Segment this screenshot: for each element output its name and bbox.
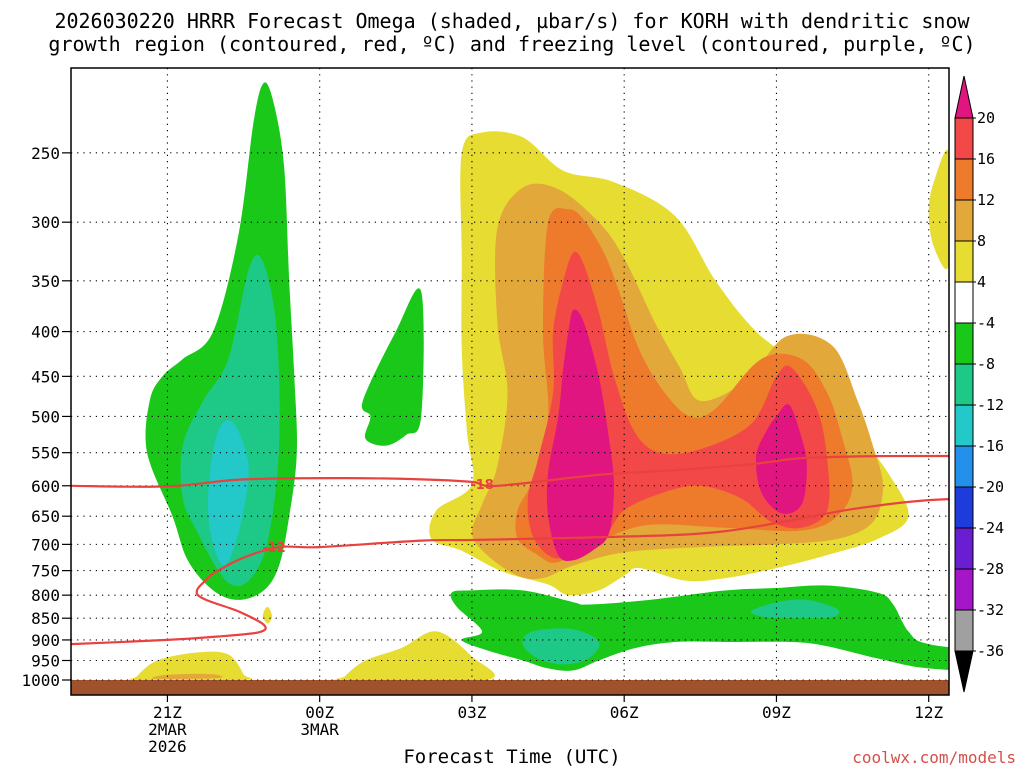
y-tick-label-250: 250 xyxy=(31,144,60,163)
colorbar-label-8: 8 xyxy=(977,232,986,250)
colorbar-label--28: -28 xyxy=(977,560,1004,578)
y-tick-label-350: 350 xyxy=(31,272,60,291)
omega-region-4-7 xyxy=(333,631,495,680)
x-tick-label-21Z-2: 2026 xyxy=(148,737,187,756)
y-tick-label-500: 500 xyxy=(31,407,60,426)
colorbar-label-20: 20 xyxy=(977,109,995,127)
y-tick-label-600: 600 xyxy=(31,477,60,496)
omega-region--8-16 xyxy=(750,599,840,619)
y-tick-label-400: 400 xyxy=(31,323,60,342)
colorbar-segment-4 xyxy=(954,281,974,324)
x-tick-label-00Z-1: 3MAR xyxy=(300,720,339,739)
chart-title-line-2: growth region (contoured, red, ºC) and f… xyxy=(48,32,976,56)
chart-title-line-1: 2026030220 HRRR Forecast Omega (shaded, … xyxy=(54,9,970,33)
colorbar-label--24: -24 xyxy=(977,519,1004,537)
x-tick-label-03Z-0: 03Z xyxy=(457,703,486,722)
colorbar-label--36: -36 xyxy=(977,642,1004,660)
colorbar-segment-1 xyxy=(954,158,974,201)
omega-colorbar: 20 16 12 8 4 -4 -8 -12 -16 -20 -24 -28 -32 -36 xyxy=(954,75,1004,693)
dendritic-isotherm-lines: -18 -12 xyxy=(71,454,949,646)
isotherm-label--18: -18 xyxy=(470,478,494,493)
x-tick-label-06Z-0: 06Z xyxy=(610,703,639,722)
gridlines xyxy=(71,68,949,681)
colorbar-label--32: -32 xyxy=(977,601,1004,619)
omega-region-8-9 xyxy=(151,673,223,680)
isotherm-label--12: -12 xyxy=(262,541,286,556)
colorbar-bottom-arrow xyxy=(954,650,974,693)
colorbar-segment-2 xyxy=(954,199,974,242)
colorbar-segment-10 xyxy=(954,527,974,570)
y-axis-ticks: 250 300 350 400 450 500 550 600 650 700 750 800 850 9… xyxy=(21,144,71,690)
plot-frame xyxy=(70,67,950,696)
omega-region-4-6 xyxy=(928,149,949,270)
omega-region-20-4 xyxy=(546,309,614,561)
y-tick-label-850: 850 xyxy=(31,609,60,628)
x-tick-label-12Z-0: 12Z xyxy=(914,703,943,722)
x-axis-label: Forecast Time (UTC) xyxy=(403,746,621,768)
y-tick-label-700: 700 xyxy=(31,535,60,554)
colorbar-label--16: -16 xyxy=(977,437,1004,455)
isotherm-line--12 xyxy=(71,497,949,646)
colorbar-segment-0 xyxy=(954,117,974,160)
colorbar-label--8: -8 xyxy=(977,355,995,373)
colorbar-label--12: -12 xyxy=(977,396,1004,414)
y-tick-label-750: 750 xyxy=(31,562,60,581)
colorbar-label-12: 12 xyxy=(977,191,995,209)
omega-region--8-17 xyxy=(522,628,600,665)
ground-surface-band xyxy=(71,680,949,695)
omega-region-4-10 xyxy=(262,606,273,624)
colorbar-label-16: 16 xyxy=(977,150,995,168)
y-tick-label-800: 800 xyxy=(31,586,60,605)
colorbar-top-arrow xyxy=(954,75,974,119)
y-tick-label-1000: 1000 xyxy=(21,671,60,690)
colorbar-label--4: -4 xyxy=(977,314,995,332)
x-tick-label-00Z-0: 00Z xyxy=(305,703,334,722)
colorbar-label--20: -20 xyxy=(977,478,1004,496)
colorbar-segment-11 xyxy=(954,568,974,611)
omega-region--8-12 xyxy=(180,254,280,587)
omega-region-4-8 xyxy=(128,651,253,680)
y-tick-label-550: 550 xyxy=(31,444,60,463)
colorbar-segment-6 xyxy=(954,363,974,406)
credit-link[interactable]: coolwx.com/models xyxy=(852,748,1016,767)
omega-region--12-13 xyxy=(207,420,249,566)
y-tick-label-950: 950 xyxy=(31,651,60,670)
y-tick-label-650: 650 xyxy=(31,507,60,526)
isotherm-line--18 xyxy=(71,454,949,488)
omega-region--4-15 xyxy=(450,585,949,671)
colorbar-segment-7 xyxy=(954,404,974,447)
y-tick-label-300: 300 xyxy=(31,213,60,232)
omega-shaded-regions xyxy=(128,82,949,680)
colorbar-segment-9 xyxy=(954,486,974,529)
colorbar-segment-5 xyxy=(954,322,974,365)
omega-region--4-14 xyxy=(361,288,424,446)
y-tick-label-450: 450 xyxy=(31,367,60,386)
colorbar-segment-3 xyxy=(954,240,974,283)
x-tick-label-21Z-1: 2MAR xyxy=(148,720,187,739)
y-tick-label-900: 900 xyxy=(31,631,60,650)
x-tick-label-21Z-0: 21Z xyxy=(153,703,182,722)
colorbar-label-4: 4 xyxy=(977,273,986,291)
omega-region-20-5 xyxy=(755,404,807,514)
colorbar-segment-8 xyxy=(954,445,974,488)
x-tick-label-09Z-0: 09Z xyxy=(762,703,791,722)
colorbar-segment-12 xyxy=(954,609,974,652)
